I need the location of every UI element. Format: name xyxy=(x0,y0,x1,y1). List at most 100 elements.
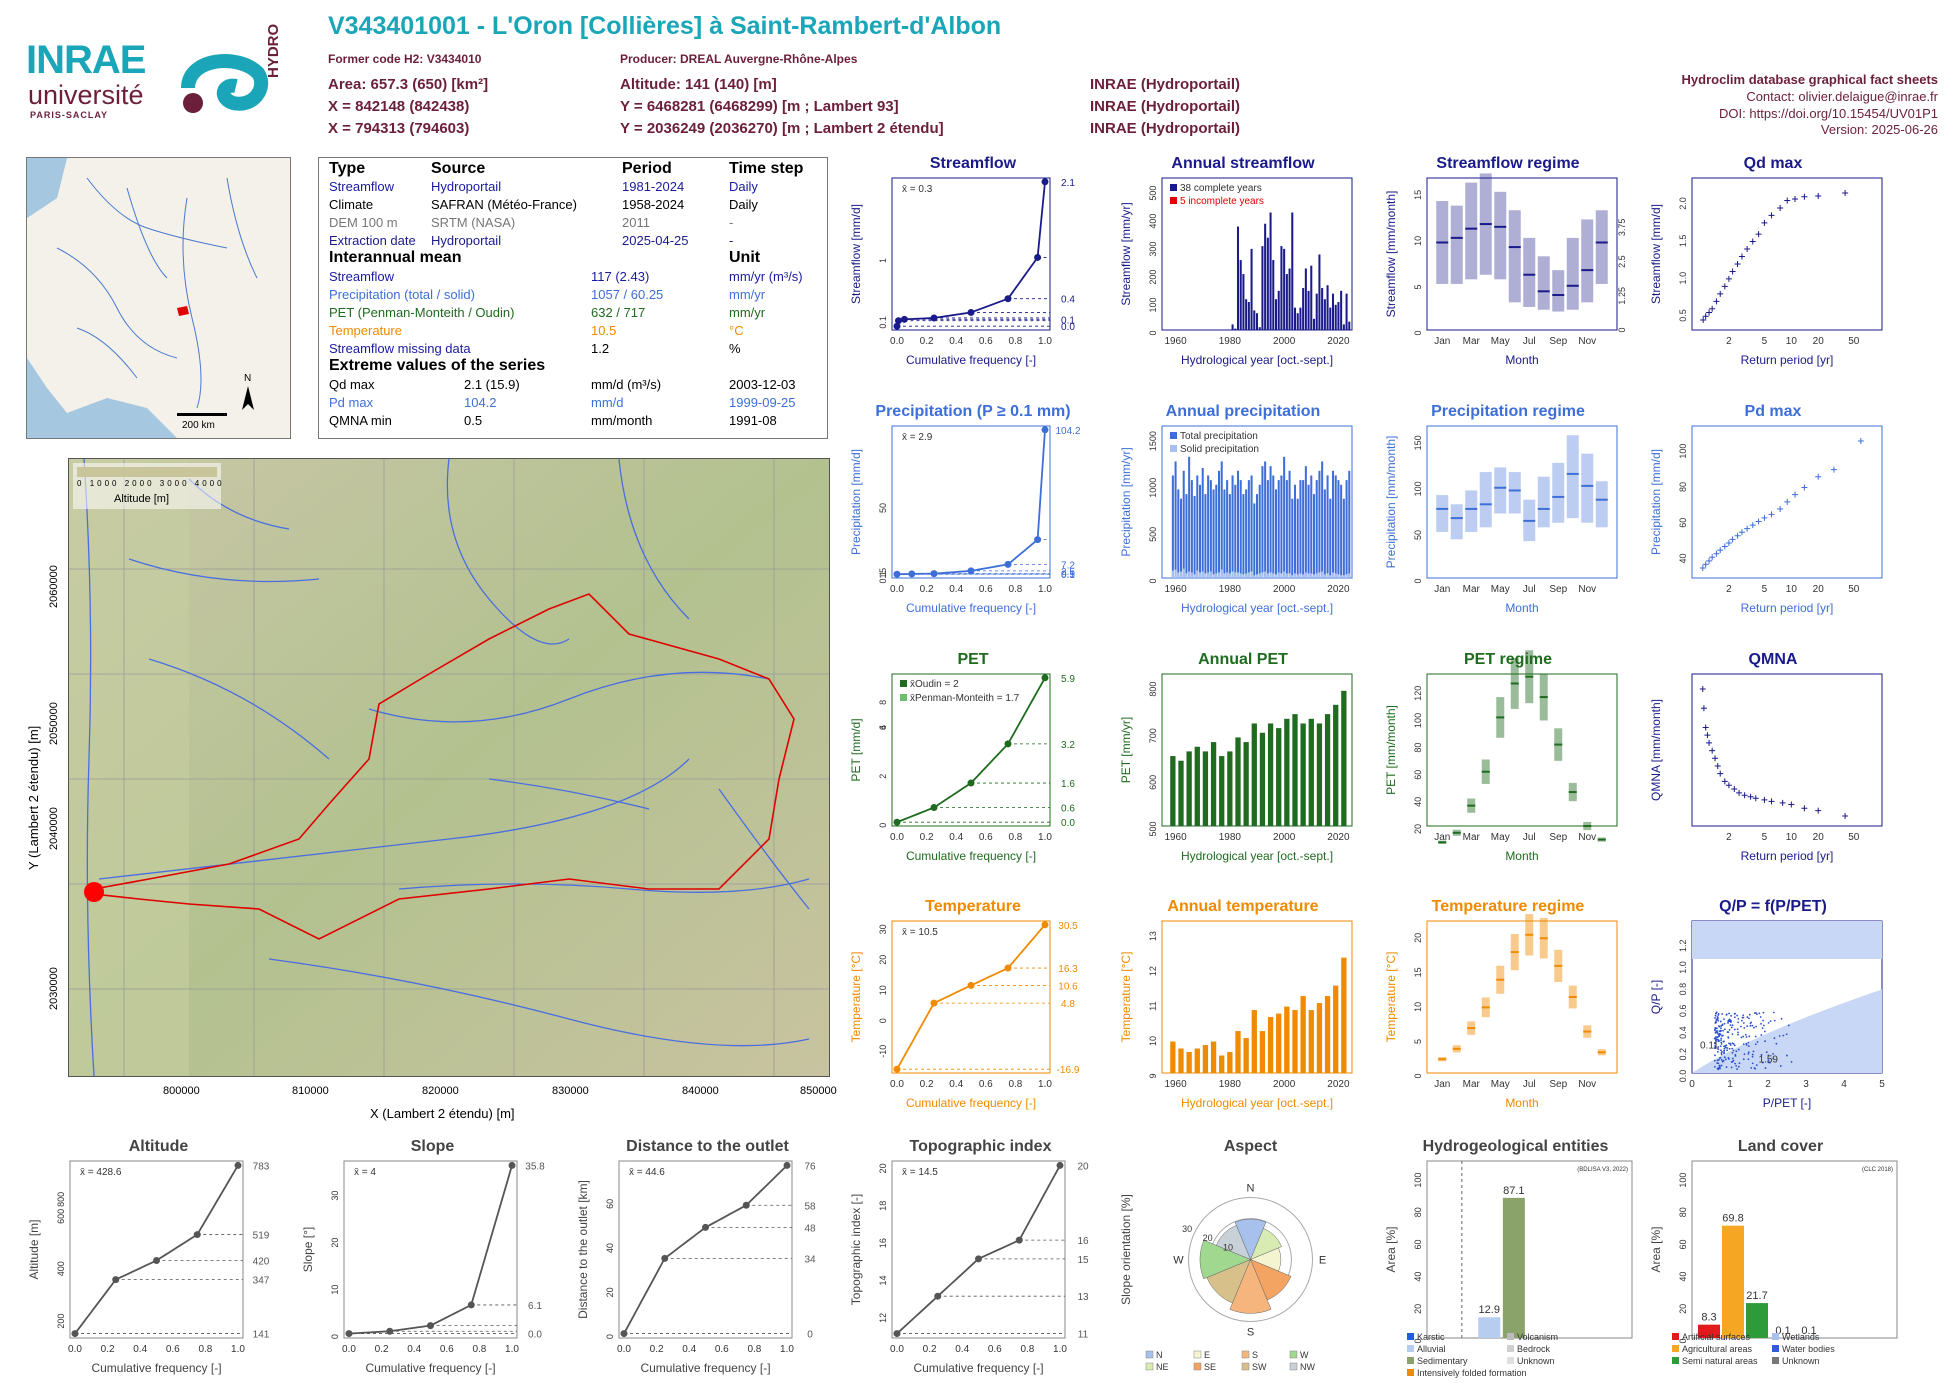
qp-point xyxy=(1754,1035,1757,1038)
tick-label: 1.0 xyxy=(1038,1079,1052,1090)
bar xyxy=(1288,268,1291,330)
panel-annual_pet: Annual PET PET [mm/yr] Hydrological year [… xyxy=(1118,648,1368,883)
solid-bar xyxy=(1340,575,1343,578)
quantile-label: 519 xyxy=(253,1231,270,1242)
legend-swatch xyxy=(1193,1362,1202,1371)
solid-bar xyxy=(1177,572,1180,578)
qp-point xyxy=(1750,1067,1753,1069)
quantile-label: 0.6 xyxy=(1061,804,1075,815)
tick-label: 0.8 xyxy=(472,1344,486,1355)
tick-label: 5 xyxy=(1413,284,1423,289)
plot-frame xyxy=(1426,1160,1633,1339)
legend-swatch xyxy=(1241,1362,1250,1371)
panel-distance: Distance to the outlet Distance to the ou… xyxy=(575,1135,840,1385)
qp-point xyxy=(1732,1049,1735,1052)
tick-label: May xyxy=(1491,584,1510,595)
tick-label: 10 xyxy=(1413,236,1423,246)
regime-box xyxy=(1552,270,1565,312)
tick-label: 0.0 xyxy=(890,832,904,843)
qp-point xyxy=(1742,1035,1745,1038)
tick-label: 0.4 xyxy=(682,1344,696,1355)
qp-point xyxy=(1754,1012,1756,1014)
tick-label: 800 xyxy=(56,1192,66,1207)
bar xyxy=(1334,475,1337,578)
qp-point xyxy=(1764,1040,1766,1043)
qp-point xyxy=(1730,1014,1733,1017)
panel-annual_precipitation: Annual precipitation Precipitation [mm/yr… xyxy=(1118,400,1368,635)
solid-bar xyxy=(1261,572,1264,578)
legend-entry: S xyxy=(1252,1350,1258,1360)
row-dem-period: 2011 xyxy=(622,215,650,230)
qp-point xyxy=(1717,1036,1719,1038)
regime-box xyxy=(1494,191,1507,280)
tick-label: 0.4 xyxy=(949,336,963,347)
legend-entry: Water bodies xyxy=(1782,1344,1835,1354)
qp-annotation: 0.11 xyxy=(1700,1041,1719,1052)
tick-label: 0 xyxy=(330,1334,340,1339)
tick-label: 0.4 xyxy=(949,832,963,843)
tick-label: 500 xyxy=(1148,527,1158,542)
bar xyxy=(1308,1010,1314,1073)
bar xyxy=(1236,470,1240,578)
qp-point xyxy=(1748,1035,1751,1038)
bar xyxy=(1207,475,1210,578)
map-xlabel: X (Lambert 2 étendu) [m] xyxy=(370,1106,515,1121)
tick-label: 0.6 xyxy=(440,1344,454,1355)
doi-link[interactable]: DOI: https://doi.org/10.15454/UV01P1 xyxy=(1719,106,1938,121)
qp-point xyxy=(1724,1046,1727,1049)
solid-bar xyxy=(1302,574,1305,578)
bar xyxy=(1171,475,1174,578)
solid-bar xyxy=(1185,573,1188,578)
qp-point xyxy=(1767,1061,1770,1064)
tick-label: 0.2 xyxy=(1678,1048,1688,1061)
panel-precipitation: Precipitation (P ≥ 0.1 mm) Precipitation … xyxy=(848,400,1098,635)
tick-label: 14 xyxy=(878,1276,888,1286)
tick-label: 0.0 xyxy=(890,1344,904,1355)
qp-point xyxy=(1751,1062,1754,1065)
qp-point xyxy=(1721,1024,1724,1026)
quantile-label: 11 xyxy=(1078,1330,1089,1341)
rp-point xyxy=(1768,798,1775,805)
quantile-label: 2.5 xyxy=(1061,567,1075,578)
y-axis-label: Distance to the outlet [km] xyxy=(576,1180,590,1319)
qp-point xyxy=(1746,1016,1749,1019)
quantile-label: 3.2 xyxy=(1061,740,1075,751)
bar xyxy=(1341,957,1347,1073)
chart-pd_max: Pd max Precipitation [mm/d] Return period … xyxy=(1649,403,1883,615)
altitude-legend-title: Altitude [m] xyxy=(114,493,170,505)
y-axis-label: Precipitation [mm/d] xyxy=(1649,449,1663,555)
qp-point xyxy=(1725,1044,1728,1047)
x-axis-label: Month xyxy=(1505,353,1538,367)
bar xyxy=(1329,498,1332,578)
tick-label: Jul xyxy=(1523,1079,1536,1090)
qp-point xyxy=(1727,1019,1730,1022)
panel-qd_max: Qd max Streamflow [mm/d] Return period [yr… xyxy=(1648,152,1898,387)
quantile-label: 0 xyxy=(807,1330,813,1341)
cdf-line xyxy=(896,1164,1061,1335)
bar xyxy=(1331,470,1335,578)
bar xyxy=(1261,246,1264,330)
bar xyxy=(1178,760,1184,826)
qp-point xyxy=(1787,1024,1790,1027)
legend-entry: x̄Penman-Monteith = 1.7 xyxy=(910,693,1020,704)
qp-point xyxy=(1716,1067,1719,1070)
solid-bar xyxy=(1196,570,1199,578)
qp-point xyxy=(1786,1054,1788,1057)
tick-label: 0.2 xyxy=(101,1344,115,1355)
ext-pd-unit: mm/d xyxy=(591,395,624,410)
row-dem-step: - xyxy=(729,215,734,230)
tick-label: 12 xyxy=(1148,966,1158,976)
panel-temperature: Temperature Temperature [°C] Cumulative fr… xyxy=(848,895,1098,1130)
tick-label: 5 xyxy=(1762,336,1768,347)
bar xyxy=(1318,254,1321,330)
tick-label: 0 xyxy=(1413,1073,1423,1078)
ring-label: 10 xyxy=(1223,1242,1233,1252)
catchment-map[interactable]: 0 1000 2000 3000 4000 Altitude [m] xyxy=(68,458,830,1077)
chart-title: Hydrogeological entities xyxy=(1423,1138,1609,1155)
x-axis-label: Month xyxy=(1505,849,1538,863)
qp-point xyxy=(1715,1036,1717,1038)
paris-saclay-logo: PARIS-SACLAY xyxy=(30,110,109,120)
legend-swatch xyxy=(1241,1350,1250,1359)
regime-box xyxy=(1494,467,1507,514)
qp-point xyxy=(1725,1013,1728,1016)
